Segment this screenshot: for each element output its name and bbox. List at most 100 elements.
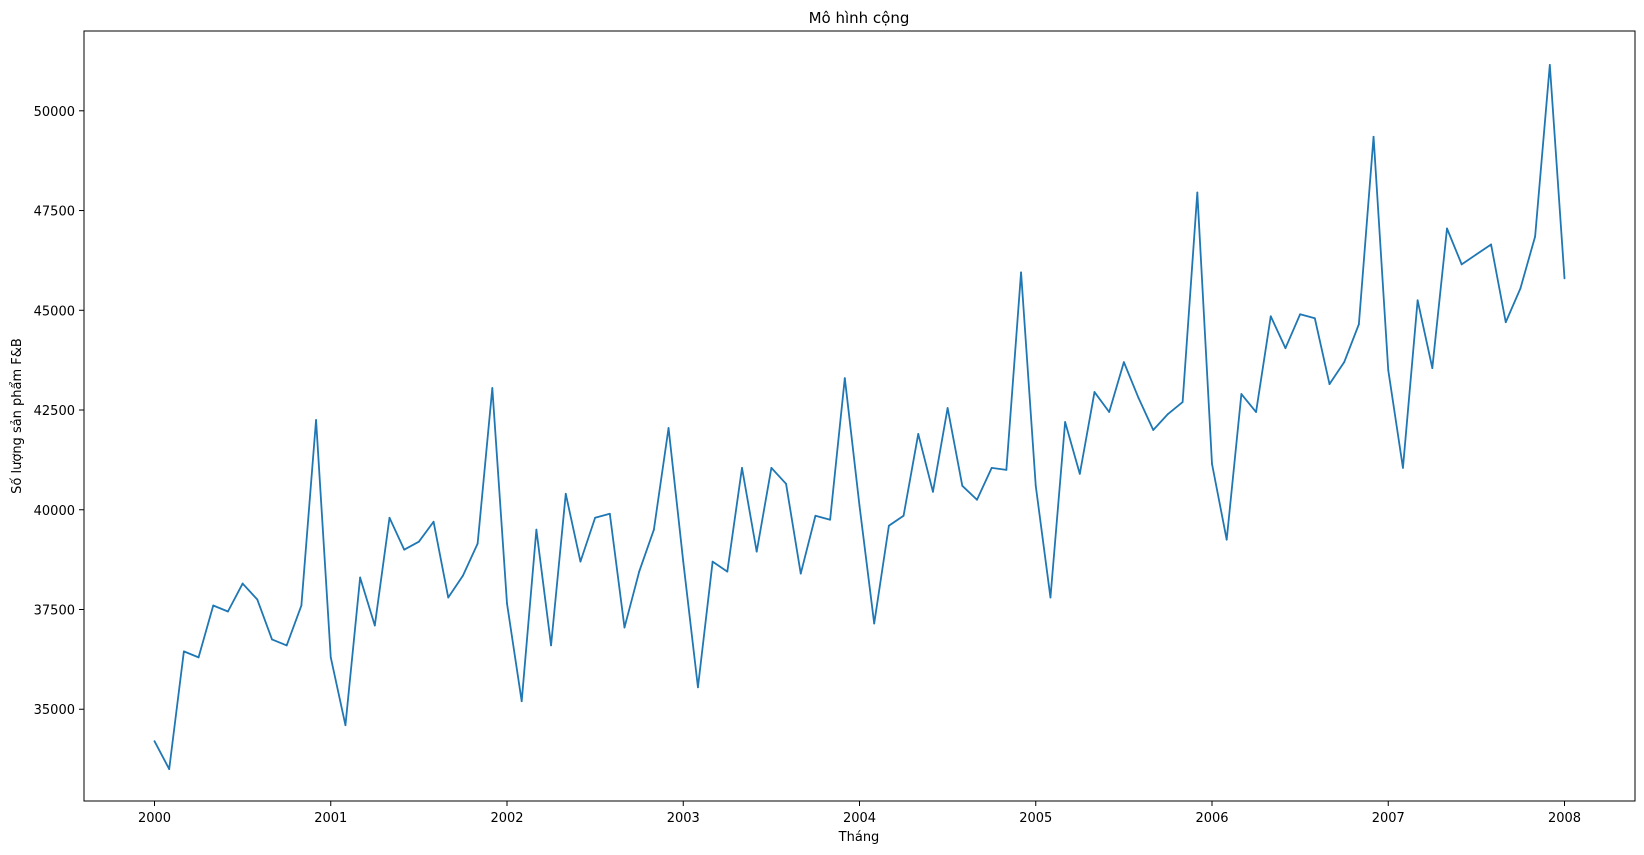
data-point <box>1020 271 1022 274</box>
data-point <box>1093 391 1096 393</box>
data-point <box>476 542 479 545</box>
data-point <box>1504 321 1507 324</box>
data-point <box>1431 367 1434 370</box>
data-point <box>814 514 817 517</box>
data-point <box>1402 466 1404 469</box>
data-point <box>285 644 288 647</box>
data-point <box>682 560 685 563</box>
y-tick-label: 50000 <box>34 105 75 120</box>
data-point <box>1108 411 1111 413</box>
data-point <box>1299 313 1302 316</box>
data-point <box>770 466 773 469</box>
data-point <box>212 604 215 607</box>
data-point <box>1152 429 1155 431</box>
data-point <box>1078 472 1081 475</box>
x-tick-label: 2000 <box>138 811 171 826</box>
data-point <box>990 466 993 469</box>
data-point <box>1357 323 1360 326</box>
data-point <box>417 540 420 543</box>
y-axis-label: Số lượng sản phẩm F&B <box>10 338 25 494</box>
x-axis: 2000 2001 2002 2003 2004 2005 2006 2007 2008 <box>138 801 1581 826</box>
data-point <box>403 548 406 551</box>
data-point <box>726 570 729 573</box>
x-tick-label: 2005 <box>1019 811 1052 826</box>
data-point <box>1284 347 1287 350</box>
data-point <box>491 387 494 389</box>
data-point <box>741 466 743 469</box>
data-point <box>315 419 317 421</box>
data-point <box>961 484 964 487</box>
data-point <box>550 644 552 647</box>
data-point <box>1049 596 1052 599</box>
data-point <box>1372 135 1375 138</box>
y-tick-label: 40000 <box>34 504 75 519</box>
data-point <box>197 656 200 659</box>
data-point <box>608 512 611 515</box>
data-point <box>1534 235 1537 238</box>
data-point <box>344 724 347 727</box>
data-point <box>1005 468 1008 471</box>
data-point <box>1034 484 1037 487</box>
x-tick-label: 2006 <box>1195 811 1228 826</box>
data-point <box>432 520 435 523</box>
data-point <box>697 686 699 689</box>
data-point <box>535 528 538 531</box>
x-tick-label: 2003 <box>667 811 700 826</box>
data-point <box>182 650 185 653</box>
data-point <box>1490 243 1492 246</box>
data-point <box>902 514 905 517</box>
data-point <box>1211 462 1213 465</box>
data-point <box>1313 317 1316 320</box>
data-point <box>329 656 332 659</box>
x-axis-label: Tháng <box>838 830 880 845</box>
data-point <box>1387 369 1390 372</box>
y-tick-label: 35000 <box>34 703 75 718</box>
data-point <box>1460 263 1463 266</box>
data-point <box>946 407 949 409</box>
data-point <box>462 574 464 577</box>
data-point <box>873 622 876 625</box>
data-point <box>976 498 978 501</box>
data-point <box>564 492 567 495</box>
data-point <box>887 524 890 527</box>
data-point <box>785 482 787 485</box>
data-point <box>755 550 758 553</box>
data-point <box>932 490 934 493</box>
data-point <box>1137 397 1140 399</box>
data-point <box>829 518 832 521</box>
data-point <box>1167 413 1169 415</box>
data-point <box>1255 411 1257 413</box>
data-point <box>271 638 273 641</box>
data-point <box>520 700 523 703</box>
data-point <box>638 570 641 573</box>
data-point <box>579 560 582 563</box>
y-tick-label: 42500 <box>34 404 75 419</box>
x-tick-label: 2007 <box>1372 811 1405 826</box>
data-point <box>1269 315 1272 318</box>
y-axis: 35000 37500 40000 42500 45000 47500 50000 <box>34 105 84 718</box>
data-point <box>711 560 714 563</box>
data-point <box>1563 277 1566 280</box>
x-tick-label: 2004 <box>843 811 876 826</box>
chart-title: Mô hình cộng <box>809 9 910 27</box>
data-point <box>1548 64 1551 66</box>
data-point <box>168 768 171 770</box>
data-point <box>917 433 920 435</box>
data-point <box>256 598 259 601</box>
data-point <box>667 427 670 429</box>
data-point <box>1181 401 1184 403</box>
data-point <box>652 528 655 531</box>
data-point <box>1416 299 1419 302</box>
data-point <box>373 624 376 627</box>
data-point <box>1196 191 1199 194</box>
y-tick-label: 45000 <box>34 304 75 319</box>
data-point <box>1225 538 1228 541</box>
y-tick-label: 47500 <box>34 205 75 220</box>
y-tick-label: 37500 <box>34 603 75 618</box>
data-point <box>241 582 244 585</box>
data-point <box>799 572 802 575</box>
data-point <box>506 602 508 605</box>
data-point <box>594 516 597 519</box>
